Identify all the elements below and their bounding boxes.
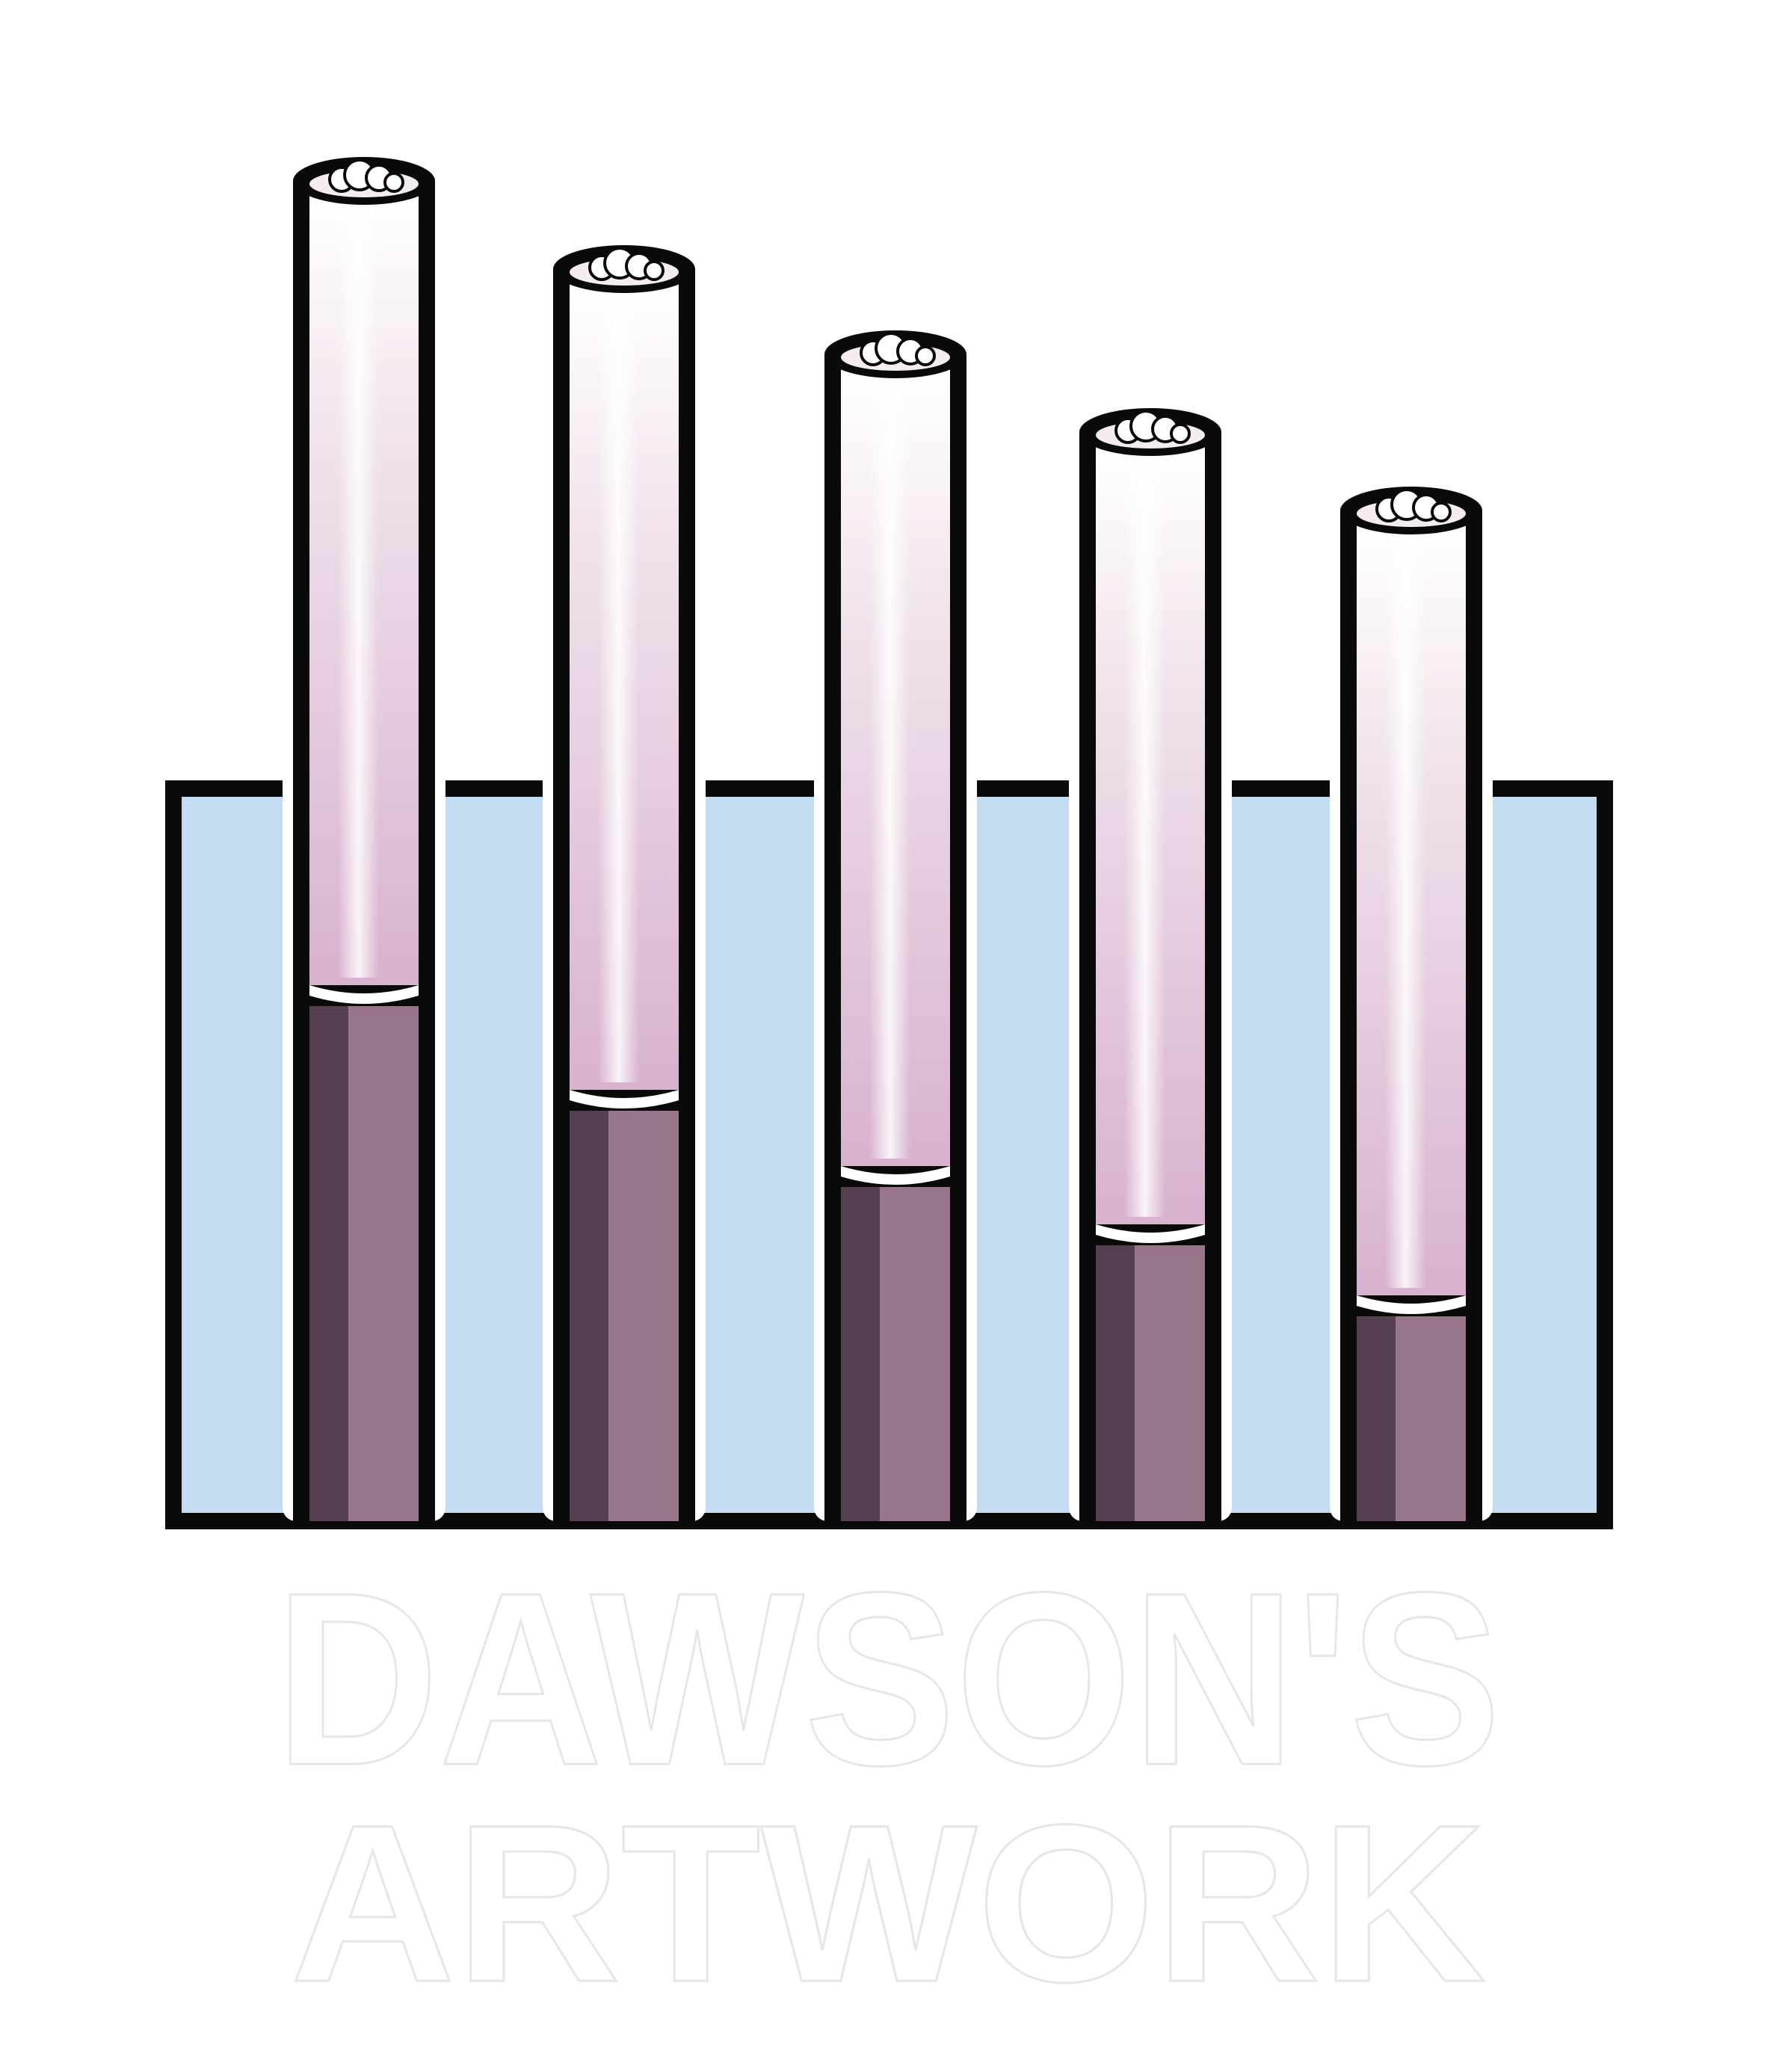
wordmark: DAWSON'S ARTWORK xyxy=(274,1540,1502,2030)
cigarette-icon xyxy=(283,157,445,1521)
cigarettes-group xyxy=(283,157,1493,1521)
cigarette-icon xyxy=(814,330,977,1521)
cigarette-band xyxy=(1096,1224,1205,1243)
cigarette-band xyxy=(1357,1295,1466,1314)
cigarette-icon xyxy=(1330,487,1493,1521)
cigarette-icon xyxy=(543,245,706,1521)
cigarette-band xyxy=(570,1090,679,1109)
cigarette-icon xyxy=(1069,408,1232,1521)
wordmark-line-2: ARTWORK xyxy=(290,1777,1486,2029)
cigarette-band xyxy=(309,985,419,1004)
cigarette-band xyxy=(841,1166,950,1185)
wordmark-line-1: DAWSON'S xyxy=(275,1541,1501,1816)
